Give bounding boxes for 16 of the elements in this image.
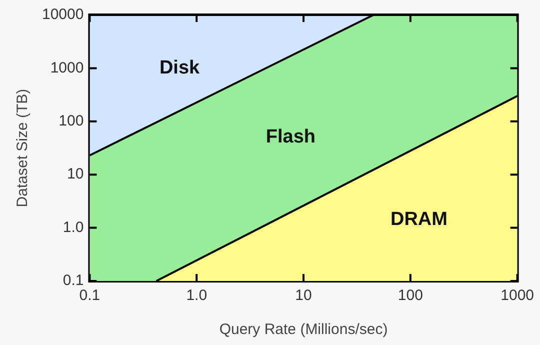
y-tick-label: 1.0 bbox=[62, 218, 84, 236]
series-label: Disk bbox=[159, 57, 200, 78]
y-tick-label: 100 bbox=[58, 112, 84, 130]
x-tick-label: 1000 bbox=[500, 287, 534, 304]
y-tick-label: 10 bbox=[67, 166, 84, 183]
x-tick-label: 10 bbox=[295, 287, 312, 304]
y-axis-title: Dataset Size (TB) bbox=[14, 88, 32, 208]
y-tick-label: 0.1 bbox=[62, 272, 84, 290]
x-tick-label: 100 bbox=[398, 287, 423, 304]
y-tick-label: 10000 bbox=[42, 6, 84, 24]
series-label: Flash bbox=[266, 126, 316, 148]
x-tick-label: 1.0 bbox=[186, 287, 208, 304]
x-axis-title: Query Rate (Millions/sec) bbox=[219, 321, 388, 338]
series-label: DRAM bbox=[390, 209, 448, 230]
y-tick-label: 1000 bbox=[50, 59, 84, 76]
x-tick-label: 0.1 bbox=[79, 287, 100, 304]
